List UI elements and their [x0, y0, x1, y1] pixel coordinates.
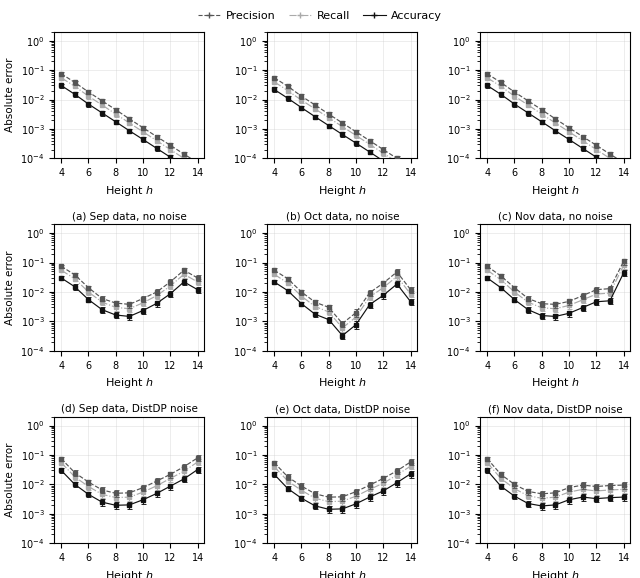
Y-axis label: Absolute error: Absolute error	[5, 58, 15, 132]
Text: (b) Oct data, no noise: (b) Oct data, no noise	[285, 212, 399, 221]
X-axis label: Height $h$: Height $h$	[105, 184, 154, 198]
X-axis label: Height $h$: Height $h$	[318, 569, 367, 578]
Legend: Precision, Recall, Accuracy: Precision, Recall, Accuracy	[193, 7, 447, 25]
Y-axis label: Absolute error: Absolute error	[5, 250, 15, 325]
X-axis label: Height $h$: Height $h$	[105, 376, 154, 390]
X-axis label: Height $h$: Height $h$	[318, 184, 367, 198]
X-axis label: Height $h$: Height $h$	[105, 569, 154, 578]
X-axis label: Height $h$: Height $h$	[531, 184, 580, 198]
Text: (f) Nov data, DistDP noise: (f) Nov data, DistDP noise	[488, 404, 623, 414]
Text: (a) Sep data, no noise: (a) Sep data, no noise	[72, 212, 187, 221]
X-axis label: Height $h$: Height $h$	[318, 376, 367, 390]
Text: (d) Sep data, DistDP noise: (d) Sep data, DistDP noise	[61, 404, 198, 414]
X-axis label: Height $h$: Height $h$	[531, 569, 580, 578]
Text: (e) Oct data, DistDP noise: (e) Oct data, DistDP noise	[275, 404, 410, 414]
Y-axis label: Absolute error: Absolute error	[5, 443, 15, 517]
X-axis label: Height $h$: Height $h$	[531, 376, 580, 390]
Text: (c) Nov data, no noise: (c) Nov data, no noise	[498, 212, 612, 221]
